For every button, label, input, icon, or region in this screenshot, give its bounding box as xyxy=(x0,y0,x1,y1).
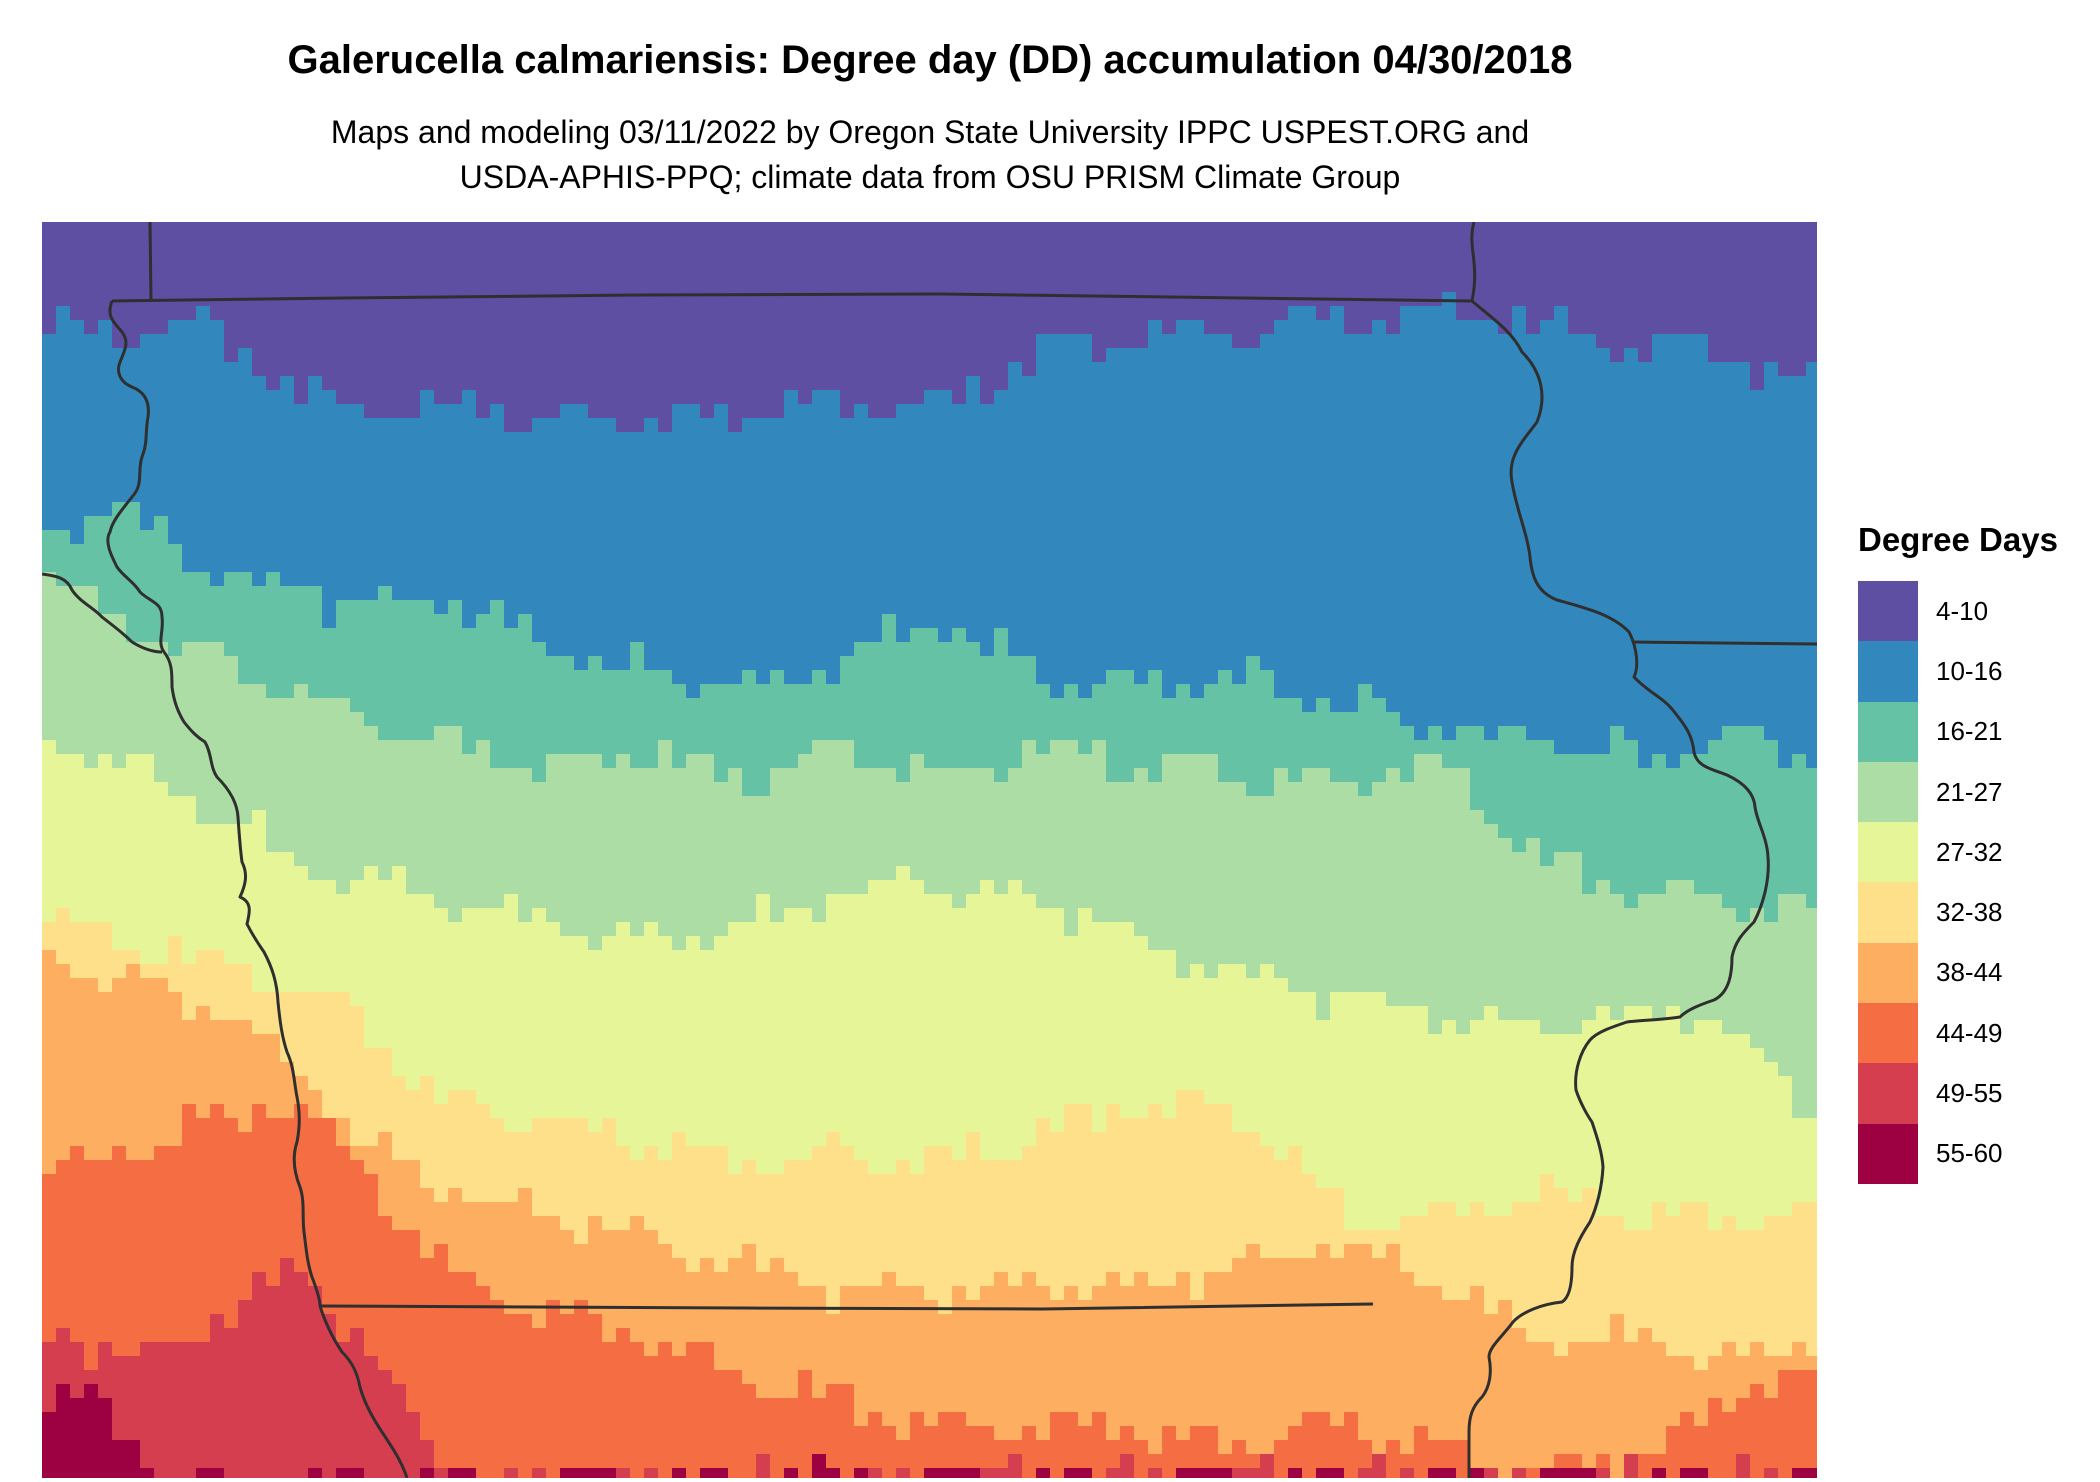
legend-label: 32-38 xyxy=(1936,897,2003,928)
legend-label: 4-10 xyxy=(1936,595,1989,626)
legend-entry: 49-55 xyxy=(1858,1063,2058,1124)
legend-label: 55-60 xyxy=(1936,1138,2003,1169)
legend-swatch xyxy=(1858,882,1918,943)
legend-entry: 4-10 xyxy=(1858,581,2058,642)
legend-label: 44-49 xyxy=(1936,1017,2003,1048)
legend-label: 21-27 xyxy=(1936,776,2003,807)
wisconsin-illinois-border xyxy=(1631,640,1817,646)
legend-entries: 4-10 10-16 16-21 21-27 27-32 32-38 38-44 44-49 4… xyxy=(1858,581,2058,1184)
legend-swatch xyxy=(1858,761,1918,823)
legend-label: 10-16 xyxy=(1936,655,2003,686)
legend-entry: 27-32 xyxy=(1858,822,2058,883)
band-49-55 xyxy=(42,1258,1817,1478)
legend-title: Degree Days xyxy=(1858,521,2058,558)
legend-swatch xyxy=(1858,822,1918,883)
subtitle-line-1: Maps and modeling 03/11/2022 by Oregon S… xyxy=(330,114,1530,150)
legend-swatch xyxy=(1858,1003,1918,1064)
iowa-north-border xyxy=(111,292,1473,303)
subtitle-line-2: USDA-APHIS-PPQ; climate data from OSU PR… xyxy=(459,159,1401,195)
state-borders xyxy=(42,222,1817,1478)
degree-day-map xyxy=(42,222,1817,1478)
legend: Degree Days 4-10 10-16 16-21 21-27 27-32 32-3… xyxy=(1858,521,2058,1184)
degree-day-bands xyxy=(42,222,1817,1478)
legend-swatch xyxy=(1858,701,1918,762)
legend-swatch xyxy=(1858,942,1918,1004)
map-subtitle: Maps and modeling 03/11/2022 by Oregon S… xyxy=(0,110,1860,200)
legend-label: 27-32 xyxy=(1936,836,2003,867)
legend-entry: 21-27 xyxy=(1858,761,2058,823)
iowa-south-border xyxy=(319,1302,1374,1311)
legend-label: 49-55 xyxy=(1936,1078,2003,1109)
map-title: Galerucella calmariensis: Degree day (DD… xyxy=(287,38,1573,82)
legend-entry: 16-21 xyxy=(1858,701,2058,762)
legend-swatch xyxy=(1858,1123,1918,1184)
legend-entry: 32-38 xyxy=(1858,882,2058,943)
legend-label: 16-21 xyxy=(1936,716,2003,747)
legend-swatch xyxy=(1858,1063,1918,1124)
minnesota-south-dakota-border xyxy=(148,222,153,302)
legend-swatch xyxy=(1858,581,1918,642)
degree-day-raster xyxy=(42,222,1817,1478)
legend-entry: 10-16 xyxy=(1858,641,2058,702)
band-44-49 xyxy=(42,1104,1817,1478)
nebraska-south-dakota-border xyxy=(42,572,163,654)
minnesota-wisconsin-border xyxy=(1470,222,1477,302)
legend-swatch xyxy=(1858,641,1918,702)
band-55-60 xyxy=(42,1384,1817,1478)
legend-label: 38-44 xyxy=(1936,957,2003,988)
legend-entry: 44-49 xyxy=(1858,1003,2058,1064)
legend-entry: 55-60 xyxy=(1858,1123,2058,1184)
missouri-river-border xyxy=(106,300,409,1478)
mississippi-river-border xyxy=(1467,299,1770,1478)
legend-entry: 38-44 xyxy=(1858,942,2058,1004)
